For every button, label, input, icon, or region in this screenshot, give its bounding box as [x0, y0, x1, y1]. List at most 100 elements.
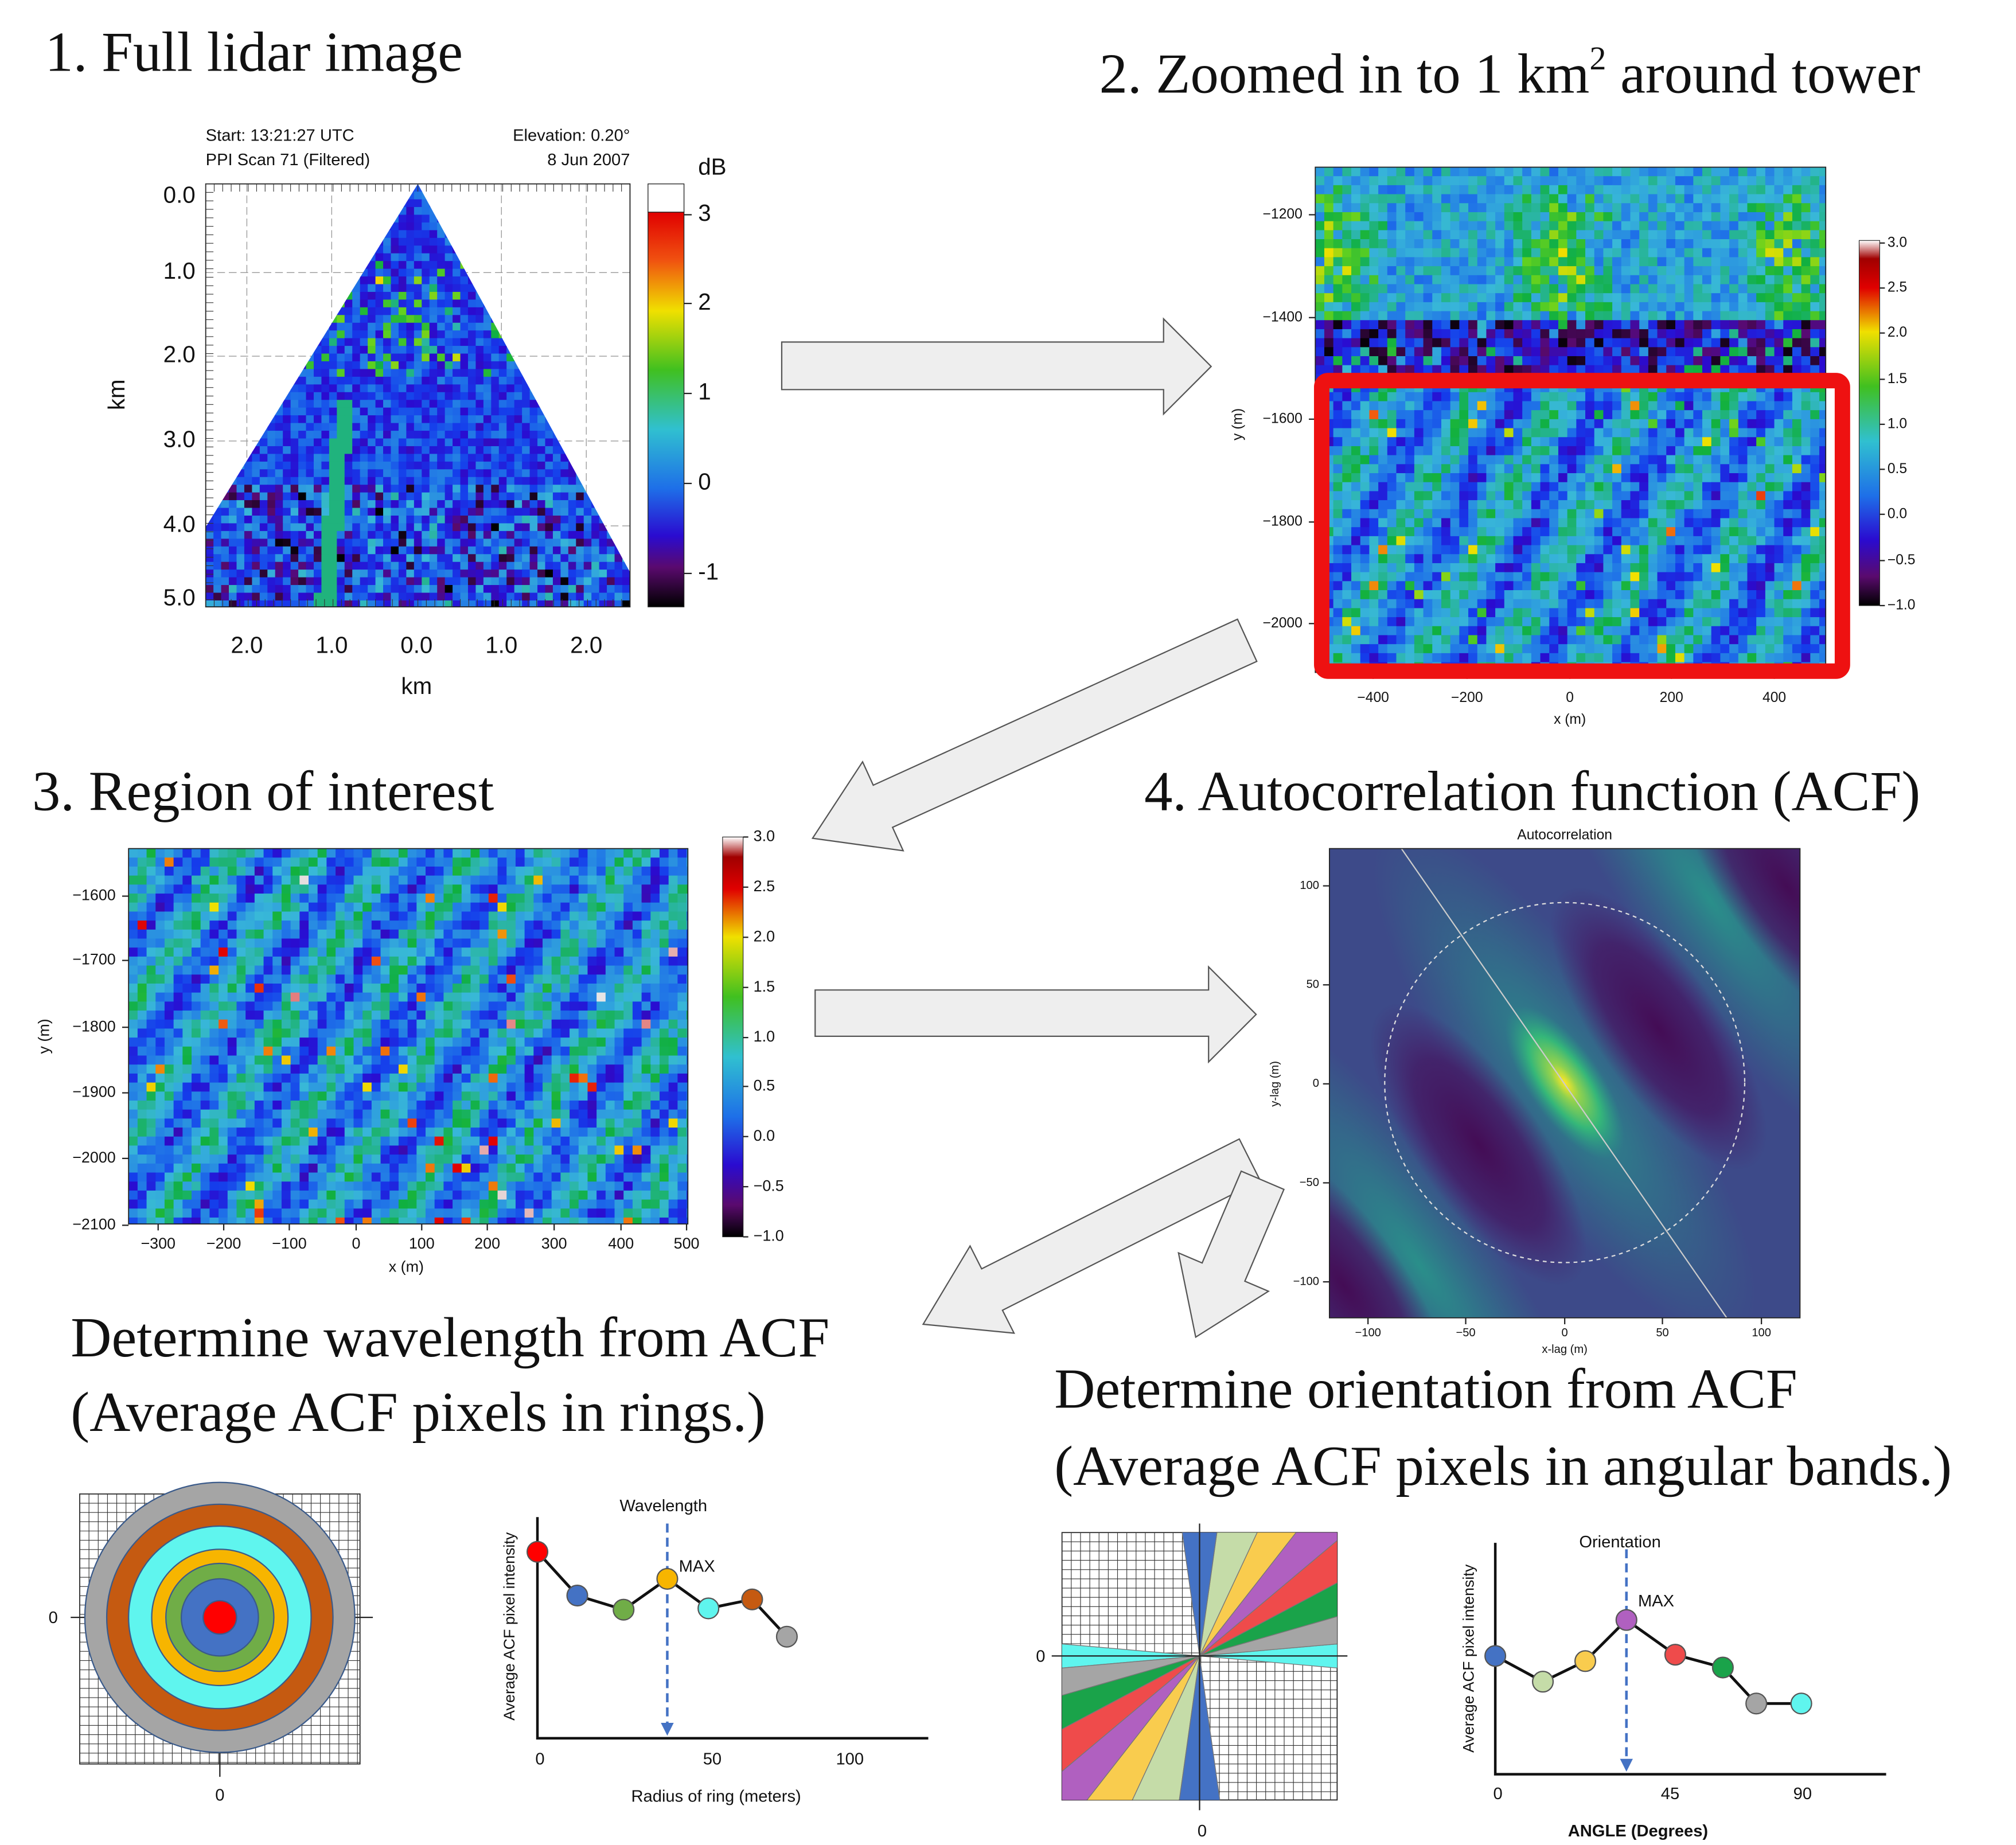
- heatmap-cell: [1630, 293, 1640, 303]
- heatmap-cell: [607, 592, 615, 601]
- heatmap-cell: [1522, 167, 1532, 177]
- heatmap-cell: [244, 577, 253, 586]
- x-tick-label: 1.0: [485, 631, 517, 658]
- heatmap-cell: [591, 523, 600, 532]
- heatmap-cell: [1666, 230, 1676, 240]
- heatmap-cell: [1522, 275, 1532, 285]
- heatmap-cell: [1378, 365, 1388, 375]
- heatmap-cell: [1369, 437, 1379, 447]
- heatmap-cell: [1486, 266, 1496, 276]
- title-text: around tower: [1606, 42, 1920, 105]
- heatmap-cell: [1774, 194, 1784, 204]
- heatmap-cell: [298, 461, 307, 470]
- y-tick-label: 2.0: [163, 341, 196, 368]
- heatmap-cell: [1747, 248, 1757, 258]
- heatmap-cell: [275, 461, 284, 470]
- heatmap-cell: [1684, 329, 1694, 339]
- heatmap-cell: [591, 577, 600, 586]
- heatmap-cell: [529, 431, 538, 439]
- heatmap-cell: [360, 384, 369, 393]
- heatmap-cell: [313, 431, 322, 439]
- heatmap-cell: [306, 546, 314, 555]
- heatmap-cell: [1432, 248, 1442, 258]
- heatmap-cell: [1594, 419, 1604, 429]
- heatmap-cell: [1342, 410, 1352, 420]
- heatmap-cell: [236, 539, 245, 547]
- heatmap-cell: [1684, 230, 1694, 240]
- y-tick-label: 4.0: [163, 511, 196, 537]
- heatmap-cell: [1405, 185, 1415, 195]
- heatmap-cell: [537, 423, 546, 431]
- heatmap-cell: [1738, 329, 1748, 339]
- heatmap-cell: [1342, 221, 1352, 231]
- heatmap-cell: [398, 539, 407, 547]
- heatmap-cell: [1810, 347, 1820, 357]
- heatmap-cell: [422, 338, 430, 346]
- heatmap-cell: [1441, 185, 1451, 195]
- heatmap-cell: [460, 400, 469, 408]
- heatmap-cell: [622, 600, 630, 607]
- heatmap-cell: [368, 477, 376, 486]
- heatmap-cell: [383, 291, 392, 301]
- heatmap-cell: [444, 407, 453, 416]
- heatmap-cell: [1819, 401, 1826, 411]
- heatmap-cell: [1774, 320, 1784, 330]
- heatmap-cell: [1801, 392, 1811, 402]
- heatmap-cell: [236, 515, 245, 524]
- heatmap-cell: [398, 261, 407, 270]
- heatmap-cell: [1657, 221, 1667, 231]
- heatmap-cell: [1756, 428, 1766, 438]
- heatmap-cell: [1414, 338, 1424, 348]
- heatmap-cell: [414, 361, 423, 370]
- heatmap-cell: [1405, 311, 1415, 321]
- heatmap-cell: [1558, 347, 1568, 357]
- heatmap-cell: [1702, 410, 1712, 420]
- heatmap-cell: [298, 392, 307, 401]
- heatmap-cell: [360, 515, 369, 524]
- heatmap-cell: [352, 508, 361, 516]
- heatmap-cell: [337, 477, 345, 486]
- heatmap-cell: [1774, 302, 1784, 312]
- heatmap-cell: [1477, 347, 1487, 357]
- heatmap-cell: [1540, 203, 1550, 213]
- heatmap-cell: [329, 392, 338, 401]
- heatmap-cell: [329, 384, 338, 393]
- heatmap-cell: [1441, 293, 1451, 303]
- heatmap-cell: [344, 322, 353, 331]
- heatmap-cell: [1486, 320, 1496, 330]
- heatmap-cell: [337, 361, 345, 370]
- heatmap-cell: [1441, 248, 1451, 258]
- heatmap-cell: [1513, 437, 1523, 447]
- heatmap-cell: [560, 477, 569, 486]
- heatmap-cell: [1450, 365, 1460, 375]
- heatmap-cell: [422, 585, 430, 594]
- heatmap-cell: [1666, 203, 1676, 213]
- heatmap-cell: [398, 361, 407, 370]
- heatmap-cell: [522, 561, 531, 571]
- heatmap-cell: [244, 515, 253, 524]
- heatmap-cell: [453, 485, 461, 493]
- heatmap-cell: [375, 508, 384, 516]
- heatmap-cell: [1387, 338, 1397, 348]
- heatmap-cell: [1774, 329, 1784, 339]
- heatmap-cell: [460, 577, 469, 586]
- heatmap-cell: [1693, 239, 1703, 249]
- heatmap-cell: [391, 446, 399, 455]
- heatmap-cell: [1765, 329, 1775, 339]
- heatmap-cell: [1693, 302, 1703, 312]
- heatmap-cell: [344, 477, 353, 486]
- heatmap-cell: [1630, 365, 1640, 375]
- heatmap-cell: [1702, 419, 1712, 429]
- heatmap-cell: [1747, 365, 1757, 375]
- heatmap-cell: [344, 469, 353, 478]
- heatmap-cell: [568, 585, 577, 594]
- heatmap-cell: [1819, 338, 1826, 348]
- heatmap-cell: [414, 214, 423, 223]
- heatmap-cell: [1765, 284, 1775, 294]
- heatmap-cell: [1720, 401, 1730, 411]
- heatmap-cell: [1351, 356, 1361, 366]
- heatmap-cell: [506, 554, 515, 563]
- heatmap-cell: [1576, 329, 1586, 339]
- heatmap-cell: [329, 523, 338, 532]
- heatmap-cell: [1477, 176, 1487, 186]
